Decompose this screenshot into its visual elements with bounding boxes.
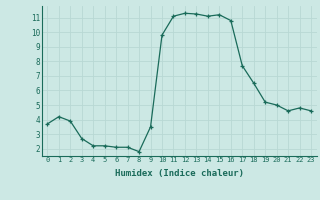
- X-axis label: Humidex (Indice chaleur): Humidex (Indice chaleur): [115, 169, 244, 178]
